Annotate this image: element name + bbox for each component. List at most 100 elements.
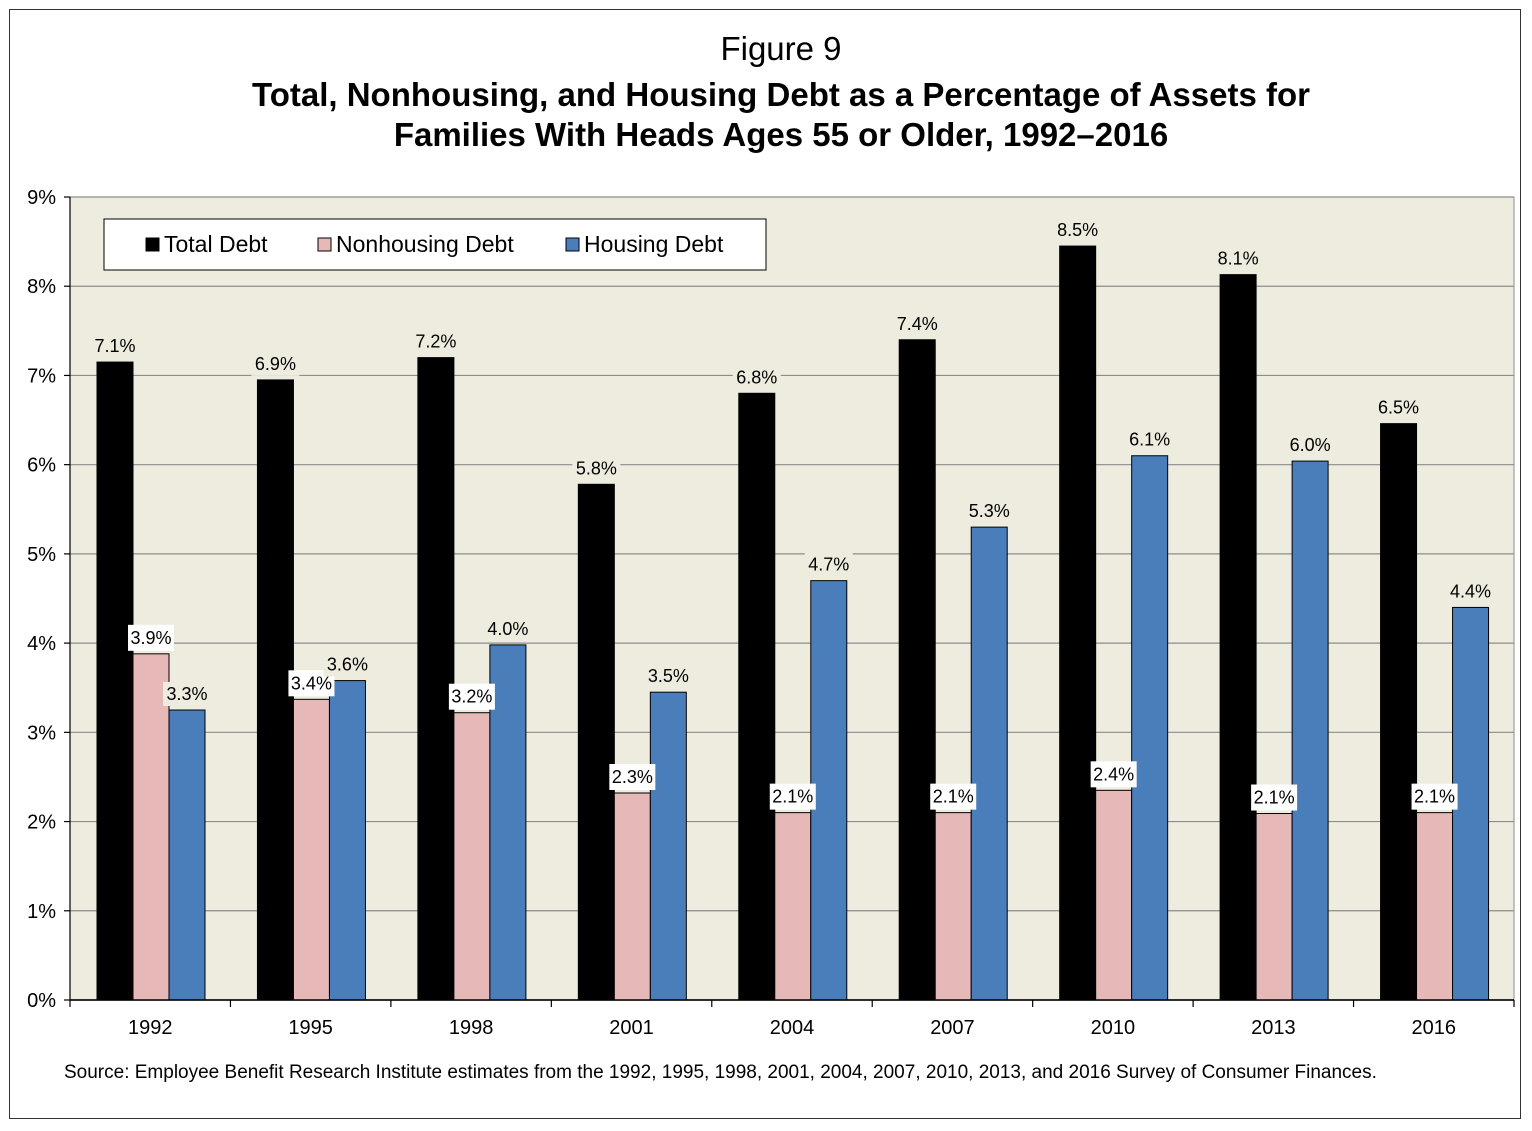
y-tick-label: 5%: [27, 544, 56, 566]
nonhousing-debt-bar: [1416, 812, 1454, 1001]
total-debt-label: 6.5%: [1378, 398, 1419, 418]
legend-swatch: [145, 237, 160, 252]
housing-debt-label: 6.0%: [1290, 435, 1331, 455]
label-background: [1053, 218, 1102, 243]
nonhousing-debt-bar: [774, 812, 812, 1001]
total-debt-bar: [96, 361, 134, 1001]
legend-swatch: [317, 237, 332, 252]
total-debt-bar: [417, 357, 455, 1001]
total-debt-bar: [256, 379, 294, 1001]
nonhousing-debt-label-box: [769, 783, 816, 810]
nonhousing-debt-bar: [613, 792, 651, 1001]
nonhousing-debt-label: 3.4%: [291, 673, 332, 693]
x-tick-label: 1995: [288, 1017, 333, 1039]
total-debt-label: 7.2%: [415, 332, 456, 352]
housing-debt-label: 3.6%: [327, 655, 368, 675]
nonhousing-debt-bar: [453, 712, 491, 1001]
nonhousing-debt-bar: [1095, 789, 1133, 1001]
housing-debt-bar: [649, 691, 687, 1001]
nonhousing-debt-label: 2.1%: [772, 787, 813, 807]
y-tick-label: 2%: [27, 812, 56, 834]
total-debt-label: 5.8%: [576, 458, 617, 478]
y-tick-label: 3%: [27, 722, 56, 744]
nonhousing-debt-label: 2.1%: [1414, 787, 1455, 807]
total-debt-label: 6.9%: [255, 354, 296, 374]
total-debt-bar: [1059, 245, 1097, 1001]
total-debt-label: 8.1%: [1218, 249, 1259, 269]
y-tick-label: 8%: [27, 276, 56, 298]
label-background: [1374, 395, 1423, 420]
nonhousing-debt-bar: [1255, 813, 1293, 1001]
housing-debt-label: 3.3%: [166, 684, 207, 704]
x-tick-label: 2013: [1251, 1017, 1296, 1039]
total-debt-bar: [898, 339, 936, 1001]
total-debt-bar: [738, 392, 776, 1001]
nonhousing-debt-label-box: [1090, 761, 1137, 788]
nonhousing-debt-label-box: [128, 624, 174, 651]
label-background: [91, 334, 139, 359]
x-tick-label: 2001: [609, 1017, 654, 1039]
x-tick-label: 2007: [930, 1017, 975, 1039]
housing-debt-bar: [168, 709, 206, 1001]
legend-swatch: [565, 237, 580, 252]
x-tick-label: 2010: [1091, 1017, 1136, 1039]
total-debt-label: 8.5%: [1057, 220, 1098, 240]
label-background: [1286, 433, 1335, 458]
y-tick-label: 1%: [27, 901, 56, 923]
x-axis: 1992 1995 1998 2001 2004 2007 2010 2013 2016: [69, 999, 1515, 1039]
data-labels: 7.1% 3.9% 3.3% 6.9% 3.4%3.6% 7.2% 3.2% 4.0% 5.8%…: [91, 218, 1495, 811]
chart-title: Total, Nonhousing, and Housing Debt as a…: [0, 75, 1532, 155]
total-debt-label: 6.8%: [736, 367, 777, 387]
housing-debt-bar: [1131, 455, 1169, 1001]
total-debt-bar: [577, 483, 615, 1001]
label-background: [804, 552, 853, 577]
y-tick-label: 0%: [27, 990, 56, 1012]
chart-title-line-2: Families With Heads Ages 55 or Older, 19…: [393, 116, 1169, 153]
nonhousing-debt-label-box: [1411, 783, 1458, 810]
nonhousing-debt-label: 3.9%: [130, 628, 171, 648]
legend-box: [103, 218, 767, 271]
x-tick-label: 1998: [449, 1017, 494, 1039]
nonhousing-debt-label: 2.3%: [612, 767, 653, 787]
y-tick-label: 9%: [27, 187, 56, 209]
nonhousing-debt-label: 3.2%: [451, 687, 492, 707]
label-background: [893, 311, 942, 336]
total-debt-bar: [1380, 423, 1418, 1001]
housing-debt-label: 6.1%: [1129, 430, 1170, 450]
nonhousing-debt-label-box: [609, 764, 656, 791]
x-tick-label: 2004: [770, 1017, 815, 1039]
housing-debt-label: 4.0%: [487, 619, 528, 639]
nonhousing-debt-label-box: [1251, 784, 1298, 811]
y-axis: 0% 1% 2% 3% 4% 5% 6% 7% 8% 9%: [27, 187, 71, 1012]
nonhousing-debt-label: 2.4%: [1093, 764, 1134, 784]
label-background: [644, 664, 693, 689]
y-tick-label: 7%: [27, 365, 56, 387]
nonhousing-debt-label-box: [448, 683, 495, 710]
label-background: [1125, 427, 1174, 452]
nonhousing-debt-bar: [132, 653, 170, 1001]
label-background: [732, 365, 781, 390]
label-background: [411, 329, 460, 354]
legend: Total Debt Nonhousing Debt Housing Debt: [103, 218, 767, 271]
total-debt-label: 7.4%: [897, 314, 938, 334]
housing-debt-bar: [810, 580, 848, 1001]
nonhousing-debt-label-box: [930, 783, 977, 810]
nonhousing-debt-bar: [934, 812, 972, 1001]
label-background: [323, 652, 372, 677]
total-debt-bar: [1219, 274, 1257, 1001]
x-tick-label: 2016: [1412, 1017, 1457, 1039]
label-background: [572, 456, 621, 481]
housing-debt-bar: [1291, 460, 1329, 1001]
housing-debt-bar: [970, 526, 1008, 1001]
label-background: [163, 682, 211, 707]
nonhousing-debt-label: 2.1%: [933, 787, 974, 807]
label-background: [1446, 579, 1495, 604]
x-tick-label: 1992: [128, 1017, 173, 1039]
housing-debt-label: 5.3%: [969, 501, 1010, 521]
chart-title-line-1: Total, Nonhousing, and Housing Debt as a…: [252, 76, 1310, 113]
legend-label: Total Debt: [164, 231, 268, 257]
housing-debt-bar: [489, 644, 527, 1001]
housing-debt-bar: [1452, 606, 1490, 1001]
housing-debt-label: 4.7%: [808, 555, 849, 575]
